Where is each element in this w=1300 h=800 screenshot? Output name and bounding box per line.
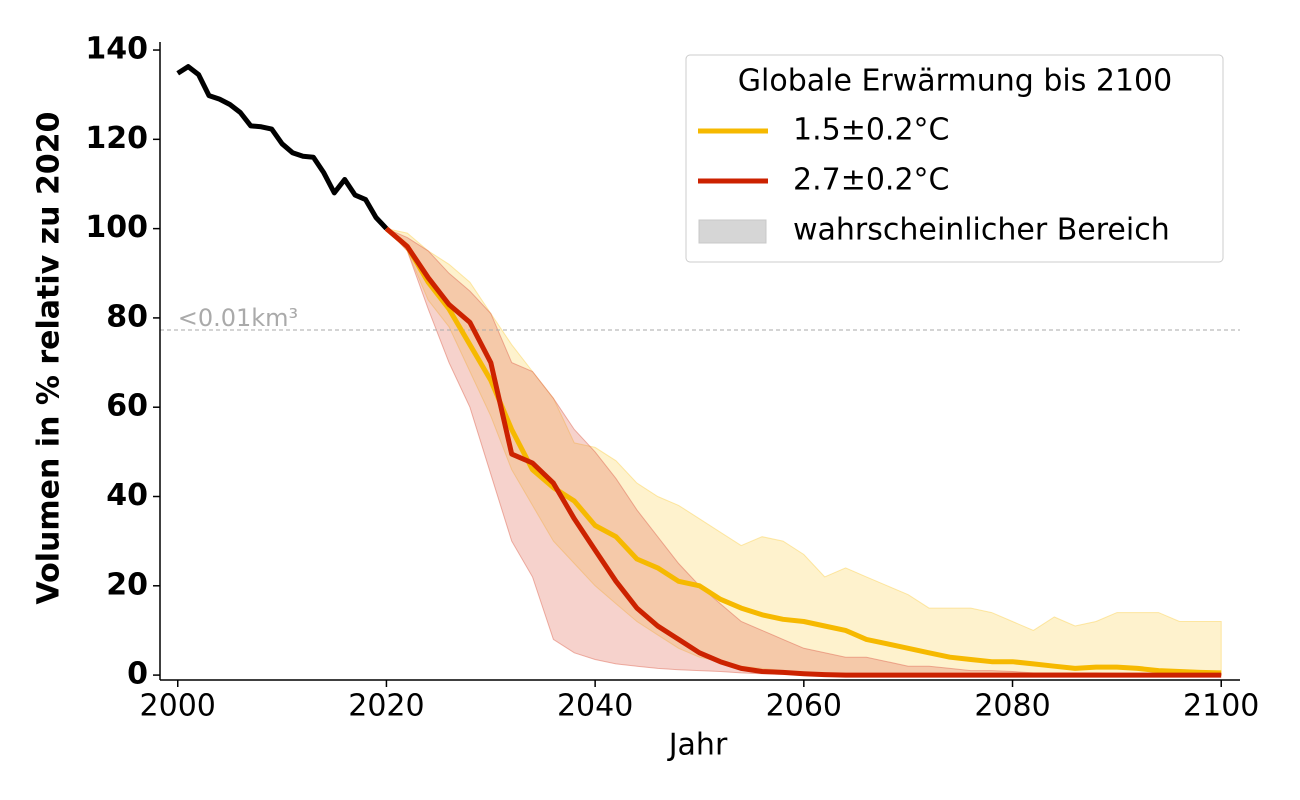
x-tick-label: 2060 — [766, 689, 842, 724]
legend-box — [685, 54, 1224, 263]
y-tick-label: 0 — [127, 657, 148, 692]
x-tick-label: 2040 — [557, 689, 633, 724]
legend-label: wahrscheinlicher Bereich — [793, 213, 1170, 248]
series-line — [176, 64, 389, 231]
y-tick-label: 80 — [106, 299, 148, 334]
legend-label: 1.5±0.2°C — [793, 113, 950, 148]
legend: Globale Erwärmung bis 2100 1.5±0.2°C 2.7±0… — [685, 54, 1224, 263]
y-tick-label: 40 — [106, 478, 148, 513]
legend-swatch — [698, 219, 767, 244]
range-band — [384, 227, 1222, 676]
legend-label: 2.7±0.2°C — [793, 163, 950, 198]
x-axis-label: Jahr — [667, 728, 728, 763]
reference-label: <0.01km³ — [178, 304, 298, 332]
x-tick-label: 2080 — [974, 689, 1050, 724]
y-tick-label: 120 — [85, 121, 148, 156]
x-tick-label: 2000 — [140, 689, 216, 724]
legend-title: Globale Erwärmung bis 2100 — [738, 64, 1172, 99]
y-axis-label: Volumen in % relativ zu 2020 — [32, 112, 67, 605]
series-line — [384, 226, 1222, 676]
series-line — [384, 226, 1222, 678]
y-tick-label: 20 — [106, 567, 148, 602]
y-tick-label: 140 — [85, 32, 148, 67]
x-tick-label: 2020 — [348, 689, 424, 724]
y-tick-label: 60 — [106, 389, 148, 424]
x-tick-label: 2100 — [1183, 689, 1259, 724]
y-tick-label: 100 — [85, 210, 148, 245]
